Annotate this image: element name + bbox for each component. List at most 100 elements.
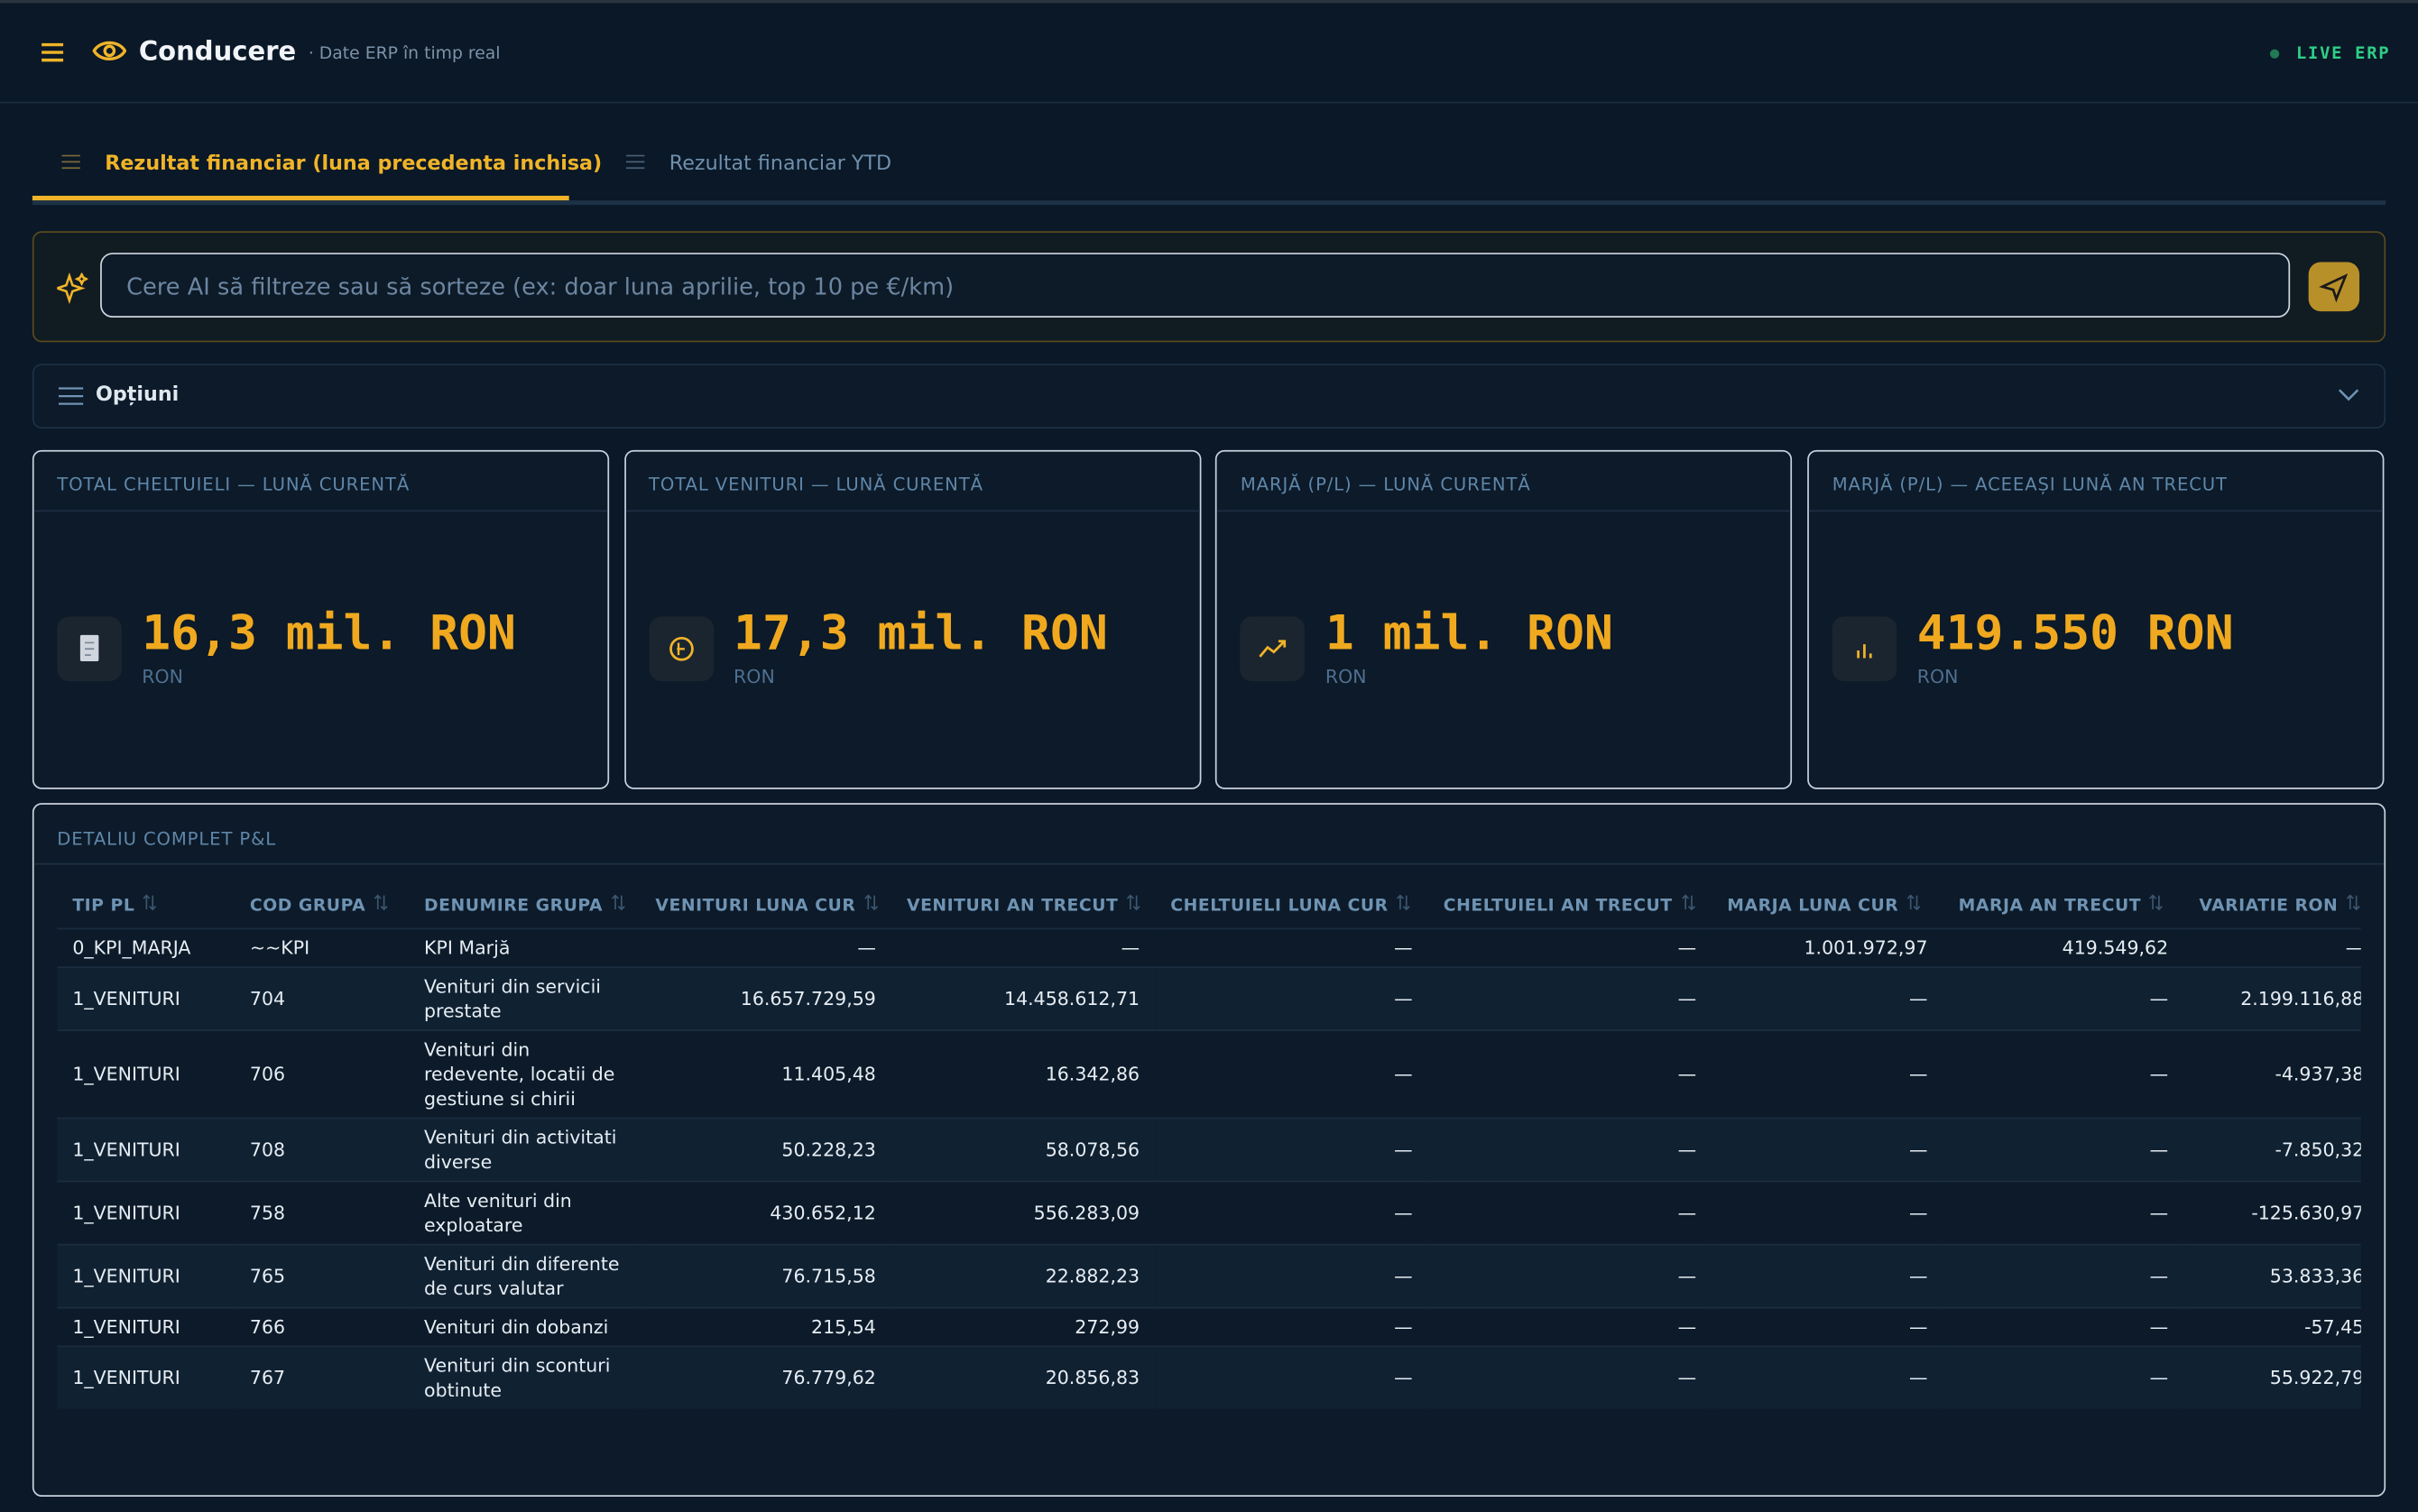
- column-header[interactable]: TIP PL: [57, 881, 235, 928]
- app-title: Conducere: [138, 37, 297, 69]
- table-cell: 76.779,62: [640, 1345, 891, 1409]
- table-cell: 704: [234, 966, 409, 1031]
- tab-icon: [625, 133, 645, 198]
- column-header[interactable]: VENITURI AN TRECUT: [891, 881, 1155, 928]
- options-panel[interactable]: Opțiuni: [32, 364, 2386, 429]
- column-label: TIP PL: [72, 895, 135, 916]
- table-cell: —: [640, 927, 891, 968]
- table-cell: —: [1943, 1117, 2184, 1182]
- column-header[interactable]: MARJA AN TRECUT: [1943, 881, 2184, 928]
- kpi-unit: RON: [734, 666, 775, 687]
- tabs: Rezultat financiar (luna precedenta inch…: [32, 133, 2386, 206]
- table-cell: 430.652,12: [640, 1180, 891, 1245]
- sort-icon: [611, 894, 626, 916]
- kpi-unit: RON: [142, 666, 183, 687]
- menu-icon[interactable]: [40, 41, 64, 63]
- column-header[interactable]: MARJA LUNA CUR: [1712, 881, 1943, 928]
- table-row: 1_VENITURI 708 Venituri din activitati div…: [57, 1117, 2361, 1182]
- tab-label: Rezultat financiar YTD: [669, 152, 892, 176]
- table-row: 1_VENITURI 758 Alte venituri din exploatar…: [57, 1180, 2361, 1245]
- status: LIVE ERP: [2296, 42, 2391, 64]
- table-cell: -4.937,38: [2183, 1029, 2361, 1119]
- table-cell: —: [1155, 1029, 1428, 1119]
- column-header[interactable]: VENITURI LUNA CUR: [640, 881, 891, 928]
- table-cell: 1_VENITURI: [57, 1029, 235, 1119]
- table-cell: Venituri din servicii prestate: [408, 966, 641, 1031]
- send-button[interactable]: [2308, 262, 2360, 312]
- table-cell: Alte venituri din exploatare: [408, 1180, 641, 1245]
- tab-icon: [61, 133, 80, 198]
- table-row: 1_VENITURI 767 Venituri din sconturi obtin…: [57, 1345, 2361, 1409]
- table-cell: —: [1427, 1029, 1712, 1119]
- column-header[interactable]: VARIATIE RON: [2183, 881, 2361, 928]
- table-cell: —: [1712, 1306, 1943, 1347]
- table-cell: 272,99: [891, 1306, 1156, 1347]
- table-cell: —: [1427, 1117, 1712, 1182]
- table-cell: 706: [234, 1029, 409, 1119]
- table-cell: —: [1943, 966, 2184, 1031]
- table-cell: ~~KPI: [234, 927, 409, 968]
- table-cell: Venituri din redevente, locatii de gesti…: [408, 1029, 641, 1119]
- sort-icon: [2346, 894, 2361, 916]
- table-cell: —: [1427, 927, 1712, 968]
- table-cell: —: [1943, 1306, 2184, 1347]
- sort-icon: [1906, 894, 1922, 916]
- search-input[interactable]: Cere AI să filtreze sau să sorteze (ex: …: [100, 253, 2291, 318]
- table-cell: Venituri din diferente de curs valutar: [408, 1243, 641, 1308]
- column-label: MARJA LUNA CUR: [1727, 895, 1899, 916]
- kpi-card: MARJĂ (P/L) — ACEEAȘI LUNĂ AN TRECUT 419.…: [1807, 449, 2385, 789]
- column-header[interactable]: CHELTUIELI AN TRECUT: [1428, 881, 1712, 928]
- table-cell: 419.549,62: [1943, 927, 2184, 968]
- sort-icon: [1396, 894, 1411, 916]
- sort-icon: [2149, 894, 2164, 916]
- table-title: DETALIU COMPLET P&L: [33, 805, 2385, 865]
- table-cell: —: [1155, 1117, 1428, 1182]
- kpi-icon: [57, 616, 123, 682]
- table-row: 1_VENITURI 704 Venituri din servicii prest…: [57, 966, 2361, 1031]
- column-label: MARJA AN TRECUT: [1958, 895, 2142, 916]
- table-cell: 22.882,23: [891, 1243, 1156, 1308]
- table-cell: 14.458.612,71: [891, 966, 1156, 1031]
- kpi-value: 16,3 mil. RON: [142, 605, 516, 661]
- table-cell: 1_VENITURI: [57, 1180, 235, 1245]
- table-cell: —: [1427, 1345, 1712, 1409]
- table-cell: 708: [234, 1117, 409, 1182]
- tab[interactable]: Rezultat financiar YTD: [596, 133, 905, 196]
- table-row: 1_VENITURI 766 Venituri din dobanzi 215,54 2…: [57, 1306, 2361, 1347]
- table-cell: —: [1155, 1180, 1428, 1245]
- tab-label: Rezultat financiar (luna precedenta inch…: [105, 152, 603, 176]
- table-cell: —: [1427, 1306, 1712, 1347]
- kpi-value: 17,3 mil. RON: [734, 605, 1108, 661]
- table-cell: —: [1427, 1180, 1712, 1245]
- column-header[interactable]: COD GRUPA: [235, 881, 409, 928]
- kpi-title: MARJĂ (P/L) — LUNĂ CURENTĂ: [1217, 452, 1792, 512]
- sort-icon: [1680, 894, 1695, 916]
- table-cell: —: [1943, 1345, 2184, 1409]
- kpi-icon: [1240, 616, 1306, 682]
- column-label: CHELTUIELI LUNA CUR: [1170, 895, 1389, 916]
- tab[interactable]: Rezultat financiar (luna precedenta inch…: [32, 133, 602, 201]
- table-cell: —: [1427, 966, 1712, 1031]
- table-cell: 1_VENITURI: [57, 1117, 235, 1182]
- table-row: 1_VENITURI 706 Venituri din redevente, loc…: [57, 1029, 2361, 1119]
- kpi-card: TOTAL VENITURI — LUNĂ CURENTĂ 17,3 mil. R…: [623, 449, 1201, 789]
- table-cell: 55.922,79: [2183, 1345, 2361, 1409]
- top-bar: Conducere · Date ERP în timp real LIVE E…: [0, 0, 2418, 104]
- column-header[interactable]: DENUMIRE GRUPA: [409, 881, 640, 928]
- chevron: [2338, 389, 2359, 401]
- table-cell: 76.715,58: [640, 1243, 891, 1308]
- table-cell: 58.078,56: [891, 1117, 1156, 1182]
- sort-icon: [863, 894, 879, 916]
- kpi-title: TOTAL VENITURI — LUNĂ CURENTĂ: [625, 452, 1200, 512]
- kpi-unit: RON: [1324, 666, 1367, 687]
- table-cell: —: [1155, 927, 1428, 968]
- table-cell: 767: [234, 1345, 409, 1409]
- column-header[interactable]: CHELTUIELI LUNA CUR: [1155, 881, 1428, 928]
- table-cell: 766: [234, 1306, 409, 1347]
- table-cell: —: [1155, 1243, 1428, 1308]
- kpi-unit: RON: [1916, 666, 1959, 687]
- table-row: 1_VENITURI 765 Venituri din diferente de c…: [57, 1243, 2361, 1308]
- column-label: VARIATIE RON: [2199, 895, 2339, 916]
- table-cell: 556.283,09: [891, 1180, 1156, 1245]
